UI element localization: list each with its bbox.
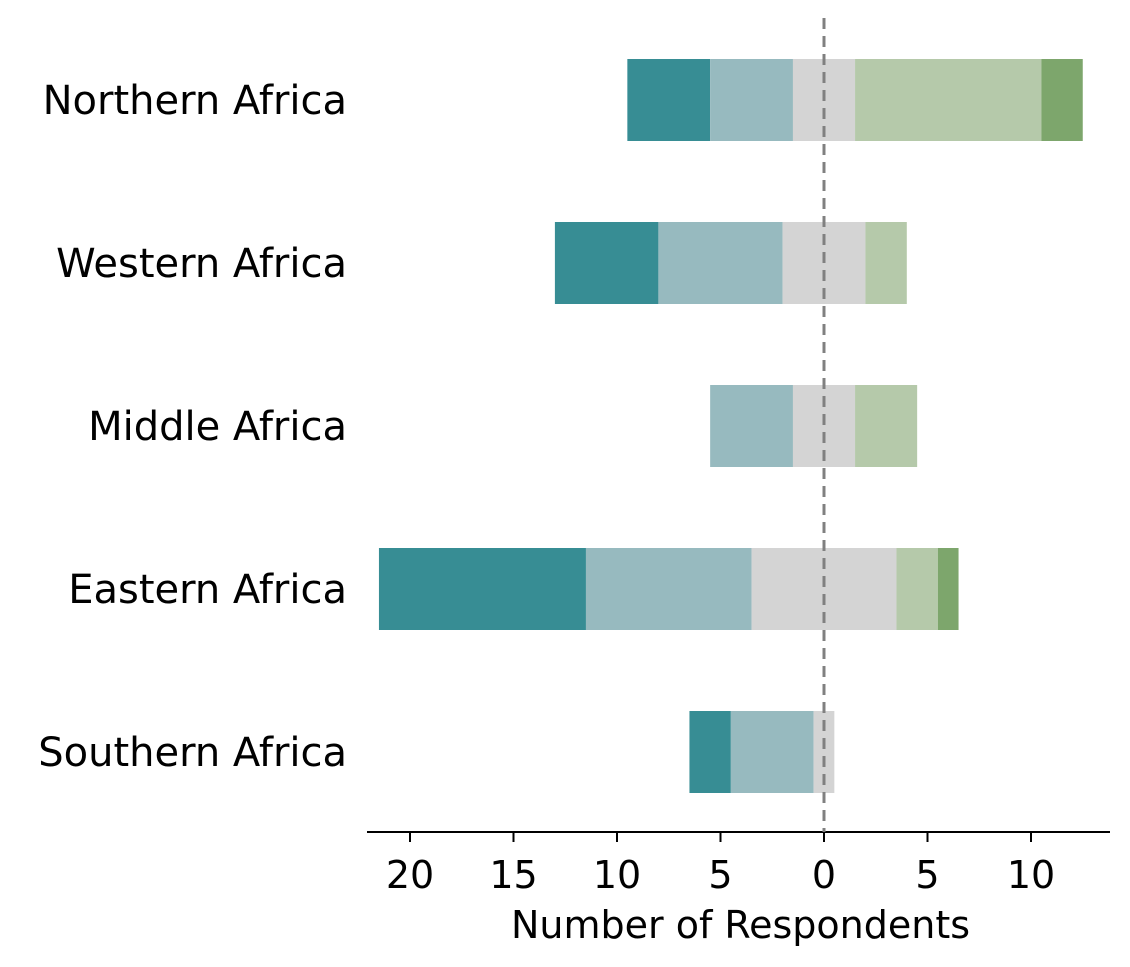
- category-label: Middle Africa: [88, 404, 347, 450]
- x-tick-label: 10: [593, 853, 641, 897]
- bar-segment: [710, 385, 793, 467]
- x-tick-label: 15: [489, 853, 537, 897]
- bar-segment: [896, 548, 938, 630]
- bar-segment: [585, 548, 752, 630]
- bar-segment: [813, 711, 835, 793]
- bar-segment: [658, 222, 783, 304]
- bar-segment: [710, 59, 793, 141]
- x-tick-label: 5: [915, 853, 939, 897]
- bar-segment: [937, 548, 959, 630]
- x-tick-label: 5: [708, 853, 732, 897]
- x-axis-title: Number of Respondents: [511, 903, 970, 947]
- bar-segment: [1041, 59, 1083, 141]
- bar-segment: [855, 385, 918, 467]
- category-labels: Northern Africa Western Africa Middle Afri…: [38, 78, 347, 776]
- x-tick-label: 0: [812, 853, 836, 897]
- bar-segments: [378, 59, 1083, 793]
- bar-segment: [855, 59, 1042, 141]
- bar-segment: [554, 222, 659, 304]
- x-tick-label: 20: [386, 853, 434, 897]
- x-axis-ticks: 20 15 10 5 0 5 10: [386, 832, 1055, 897]
- category-label: Western Africa: [56, 241, 347, 287]
- category-label: Eastern Africa: [68, 567, 347, 613]
- bar-segment: [730, 711, 814, 793]
- bar-segment: [689, 711, 731, 793]
- category-label: Southern Africa: [38, 730, 347, 776]
- category-label: Northern Africa: [43, 78, 347, 124]
- bar-segment: [378, 548, 586, 630]
- x-tick-label: 10: [1007, 853, 1055, 897]
- bar-segment: [627, 59, 711, 141]
- bar-segment: [865, 222, 907, 304]
